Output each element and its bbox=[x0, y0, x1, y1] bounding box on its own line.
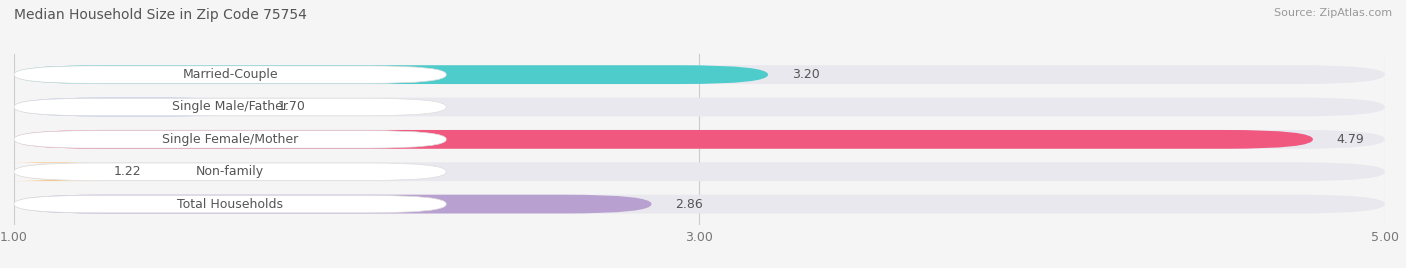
Text: 1.22: 1.22 bbox=[114, 165, 141, 178]
FancyBboxPatch shape bbox=[14, 130, 1385, 149]
FancyBboxPatch shape bbox=[14, 98, 254, 116]
FancyBboxPatch shape bbox=[14, 162, 1385, 181]
FancyBboxPatch shape bbox=[14, 66, 446, 83]
Text: 1.70: 1.70 bbox=[278, 100, 305, 113]
Text: Non-family: Non-family bbox=[195, 165, 264, 178]
FancyBboxPatch shape bbox=[14, 195, 651, 214]
Text: 4.79: 4.79 bbox=[1337, 133, 1365, 146]
FancyBboxPatch shape bbox=[14, 163, 446, 180]
FancyBboxPatch shape bbox=[14, 195, 1385, 214]
Text: 2.86: 2.86 bbox=[675, 198, 703, 211]
Text: Source: ZipAtlas.com: Source: ZipAtlas.com bbox=[1274, 8, 1392, 18]
Text: Married-Couple: Married-Couple bbox=[183, 68, 278, 81]
Text: Single Male/Father: Single Male/Father bbox=[172, 100, 288, 113]
Text: 3.20: 3.20 bbox=[792, 68, 820, 81]
FancyBboxPatch shape bbox=[14, 98, 1385, 116]
FancyBboxPatch shape bbox=[14, 131, 446, 148]
Text: Total Households: Total Households bbox=[177, 198, 283, 211]
FancyBboxPatch shape bbox=[3, 162, 100, 181]
FancyBboxPatch shape bbox=[14, 130, 1313, 149]
Text: Single Female/Mother: Single Female/Mother bbox=[162, 133, 298, 146]
FancyBboxPatch shape bbox=[14, 65, 768, 84]
FancyBboxPatch shape bbox=[14, 98, 446, 116]
Text: Median Household Size in Zip Code 75754: Median Household Size in Zip Code 75754 bbox=[14, 8, 307, 22]
FancyBboxPatch shape bbox=[14, 65, 1385, 84]
FancyBboxPatch shape bbox=[14, 195, 446, 213]
